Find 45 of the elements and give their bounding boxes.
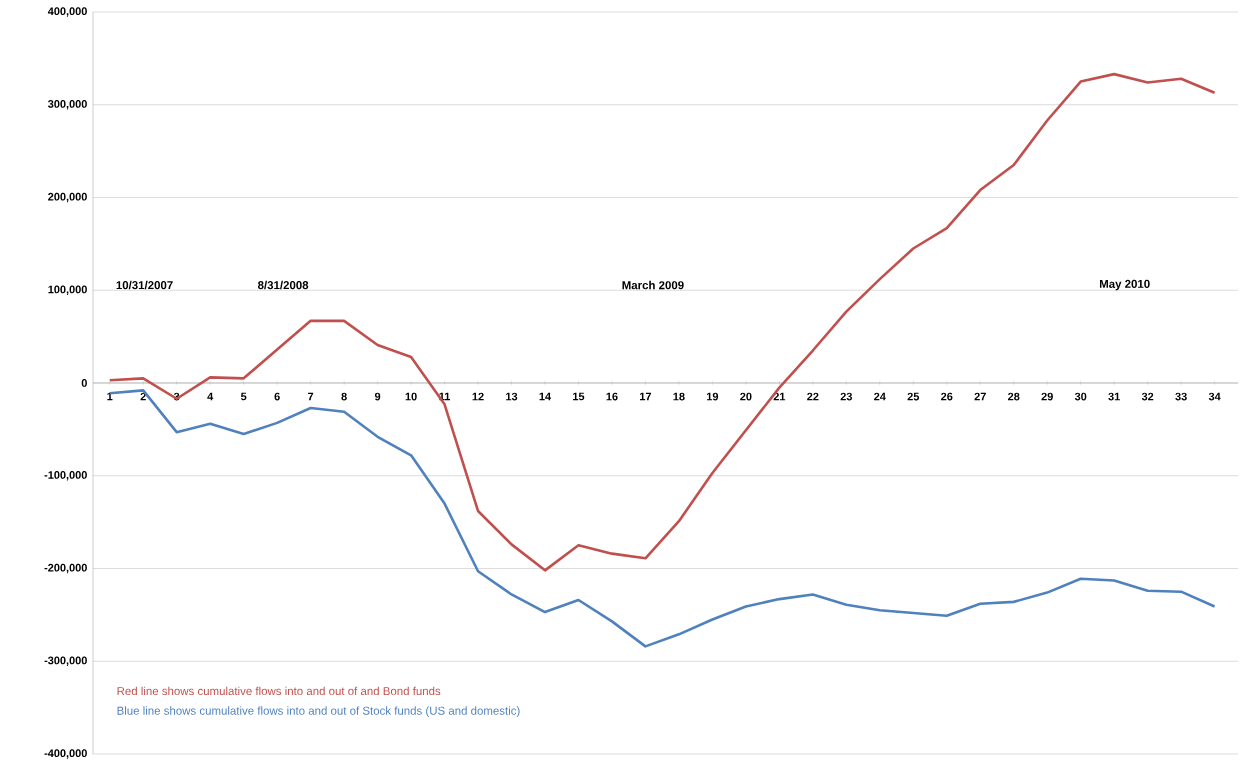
x-tick-label: 7	[308, 392, 314, 401]
x-tick-label: 26	[941, 392, 953, 401]
x-tick-label: 23	[840, 392, 853, 401]
x-tick-label: 24	[874, 392, 886, 401]
x-tick-label: 14	[539, 392, 552, 401]
y-tick-label: 100,000	[48, 285, 87, 295]
x-tick-label: 13	[506, 392, 518, 401]
y-tick-label: 0	[81, 379, 87, 387]
annotation: Blue line shows cumulative flows into and out of Stock funds (US and domestic)	[117, 706, 520, 718]
y-tick-label: 400,000	[47, 7, 87, 17]
x-tick-label: 8	[341, 392, 347, 401]
x-tick-label: 20	[740, 392, 752, 401]
x-tick-label: 33	[1175, 392, 1187, 401]
x-tick-label: 12	[472, 392, 484, 401]
x-tick-label: 9	[374, 392, 381, 401]
x-tick-label: 19	[706, 392, 719, 401]
x-tick-label: 4	[207, 392, 214, 401]
annotation: 10/31/2007	[116, 280, 173, 290]
x-tick-label: 10	[405, 392, 417, 401]
x-tick-label: 29	[1041, 392, 1053, 401]
x-tick-label: 32	[1141, 392, 1154, 401]
x-tick-label: 28	[1008, 392, 1020, 401]
y-tick-label: 300,000	[48, 100, 87, 110]
annotation: May 2010	[1099, 279, 1150, 291]
x-tick-label: 5	[240, 392, 247, 401]
x-tick-label: 31	[1108, 392, 1120, 401]
x-tick-label: 16	[606, 392, 618, 401]
y-tick-label: 200,000	[48, 192, 87, 203]
x-tick-label: 17	[640, 392, 652, 401]
x-tick-label: 30	[1074, 392, 1087, 401]
annotation: 8/31/2008	[257, 280, 309, 290]
y-tick-label: -200,000	[44, 563, 87, 574]
x-tick-label: 34	[1208, 392, 1221, 401]
x-tick-label: 6	[274, 392, 280, 401]
x-tick-label: 18	[673, 392, 685, 401]
x-tick-label: 22	[807, 392, 819, 401]
annotation: March 2009	[622, 280, 684, 290]
x-tick-label: 15	[573, 392, 585, 401]
y-tick-label: -400,000	[44, 749, 87, 759]
x-tick-label: 27	[974, 392, 986, 401]
annotation: Red line shows cumulative flows into and out of and Bond funds	[117, 686, 441, 696]
x-tick-label: 2	[140, 392, 146, 401]
x-tick-label: 25	[907, 392, 920, 401]
y-tick-label: -100,000	[44, 471, 87, 481]
y-tick-label: -300,000	[44, 656, 87, 666]
